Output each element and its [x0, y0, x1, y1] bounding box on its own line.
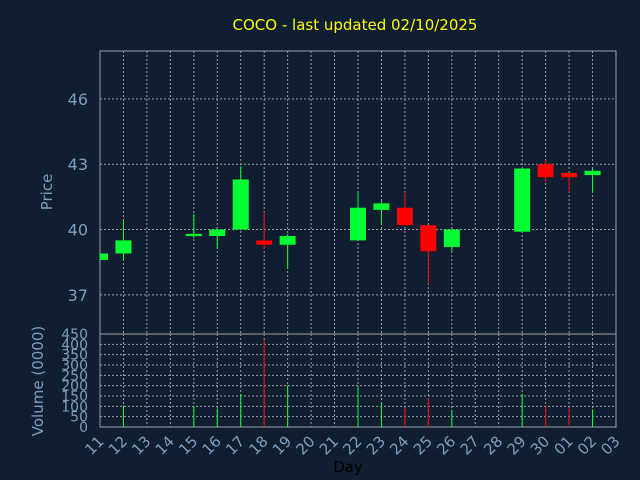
chart-title: COCO - last updated 02/10/2025: [233, 16, 478, 34]
day-tick-label: 03: [597, 432, 623, 458]
day-tick-label: 14: [152, 432, 178, 458]
day-tick-label: 16: [199, 432, 225, 458]
candle-body: [537, 164, 554, 178]
day-tick-label: 30: [527, 432, 553, 458]
candle-body: [373, 203, 390, 210]
day-tick-label: 17: [222, 432, 248, 458]
candle-body: [256, 240, 273, 245]
day-tick-label: 19: [269, 432, 295, 458]
candle-body: [115, 240, 132, 254]
candle-body: [279, 236, 296, 245]
day-tick-label: 11: [81, 432, 107, 458]
candle-body: [443, 229, 460, 247]
day-tick-label: 23: [363, 432, 389, 458]
day-tick-label: 18: [246, 432, 272, 458]
day-tick-label: 29: [504, 432, 530, 458]
volume-axis-label: Volume (0000): [29, 326, 47, 436]
candle-body: [584, 170, 601, 176]
candle-body: [420, 225, 437, 252]
candle-body: [100, 253, 108, 260]
candle-body: [514, 168, 531, 232]
price-tick-label: 40: [68, 221, 88, 240]
volume-tick-label: 200: [61, 379, 88, 395]
candles: [99, 159, 601, 284]
volume-tick-label: 450: [61, 327, 88, 343]
day-tick-label: 01: [550, 432, 576, 458]
volume-tick-label: 250: [61, 368, 88, 384]
volume-tick-label: 50: [70, 410, 88, 426]
price-tick-label: 37: [68, 286, 88, 305]
candle-body: [350, 207, 366, 241]
day-tick-label: 02: [574, 432, 600, 458]
candle-body: [209, 229, 226, 237]
volume-tick-label: 0: [79, 420, 88, 436]
day-tick-label: 12: [105, 432, 131, 458]
price-tick-label: 46: [68, 90, 88, 109]
candle-body: [396, 207, 413, 226]
day-tick-label: 22: [339, 432, 365, 458]
price-tick-label: 43: [68, 155, 88, 174]
day-tick-label: 13: [128, 432, 154, 458]
day-tick-label: 26: [433, 432, 459, 458]
day-tick-label: 20: [292, 432, 318, 458]
day-tick-label: 27: [457, 432, 483, 458]
candle-body: [561, 172, 578, 178]
volume-tick-label: 300: [61, 358, 88, 374]
day-tick-label: 24: [386, 432, 412, 458]
volume-bars: [122, 340, 594, 427]
volume-tick-label: 150: [61, 389, 88, 405]
day-tick-label: 25: [410, 432, 436, 458]
volume-tick-label: 100: [61, 399, 88, 415]
day-tick-label: 21: [316, 432, 342, 458]
volume-tick-label: 400: [61, 337, 88, 353]
candle-body: [185, 233, 202, 237]
price-axis-label: Price: [38, 174, 56, 211]
day-tick-label: 15: [175, 432, 201, 458]
volume-tick-label: 350: [61, 348, 88, 364]
candle-body: [232, 179, 249, 230]
day-tick-label: 28: [480, 432, 506, 458]
axis-labels: 3740434605010015020025030035040045011121…: [61, 90, 623, 459]
day-axis-label: Day: [333, 458, 363, 476]
